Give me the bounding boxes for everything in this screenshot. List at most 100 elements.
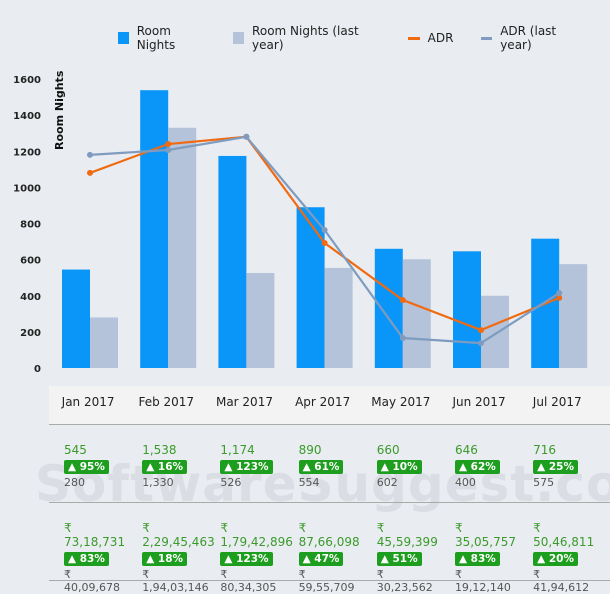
metric-cell: ₹ 87,66,098 ▲ 47% ₹ 59,55,709 <box>284 503 362 594</box>
bar[interactable] <box>324 267 353 368</box>
change-percent: 123% <box>236 553 269 565</box>
up-arrow-icon: ▲ <box>302 553 311 565</box>
legend-item[interactable]: ADR <box>407 24 453 52</box>
metric-cell: 660 ▲ 10% 602 <box>362 425 440 502</box>
data-table: Jan 2017 Feb 2017 Mar 2017 Apr 2017 May 2017… <box>49 386 610 594</box>
change-badge: ▲ 95% <box>64 460 109 474</box>
change-badge: ▲ 123% <box>220 460 273 474</box>
change-percent: 25% <box>548 461 574 473</box>
up-arrow-icon: ▲ <box>224 461 233 473</box>
previous-value: ₹ 40,09,678 <box>64 568 120 594</box>
previous-value: ₹ 80,34,305 <box>220 568 277 594</box>
bar[interactable] <box>140 90 169 368</box>
metric-cell: 890 ▲ 61% 554 <box>284 425 362 502</box>
month-header: May 2017 <box>371 395 431 409</box>
up-arrow-icon: ▲ <box>537 553 546 565</box>
bar[interactable] <box>246 272 275 368</box>
change-badge: ▲ 83% <box>64 552 109 566</box>
previous-value: ₹ 59,55,709 <box>298 568 355 594</box>
up-arrow-icon: ▲ <box>380 461 389 473</box>
line-point[interactable] <box>321 240 328 247</box>
change-percent: 47% <box>314 553 340 565</box>
line-point[interactable] <box>165 146 172 153</box>
bar[interactable] <box>168 127 197 368</box>
chart: 0 200 400 600 800 1000 1200 1400 1600 Room Nights <box>13 70 588 375</box>
current-value: 1,174 <box>220 443 255 457</box>
line-point[interactable] <box>165 141 172 148</box>
month-header: Jan 2017 <box>61 395 115 409</box>
change-badge: ▲ 20% <box>533 552 578 566</box>
metric-cell: ₹ 50,46,811 ▲ 20% ₹ 41,94,612 <box>518 503 596 594</box>
y-tick-label: 400 <box>20 292 41 303</box>
previous-value: 554 <box>298 476 320 489</box>
line-point[interactable] <box>87 169 93 176</box>
month-header: Jul 2017 <box>532 395 582 409</box>
change-percent: 83% <box>470 553 496 565</box>
bar[interactable] <box>90 317 118 368</box>
line-point[interactable] <box>243 133 250 140</box>
current-value: ₹ 35,05,757 <box>454 521 517 549</box>
bar[interactable] <box>402 259 431 368</box>
current-value: 545 <box>64 443 87 457</box>
change-percent: 83% <box>79 553 105 565</box>
change-percent: 123% <box>236 461 269 473</box>
line-point[interactable] <box>399 297 406 304</box>
room-nights-row: 545 ▲ 95% 280 1,538 ▲ 16% 1,330 1,174 ▲ 123% 526… <box>49 425 610 503</box>
change-badge: ▲ 62% <box>454 460 500 474</box>
change-badge: ▲ 83% <box>454 552 500 566</box>
y-tick-label: 600 <box>20 256 41 267</box>
up-arrow-icon: ▲ <box>68 461 77 473</box>
y-tick-label: 1200 <box>13 147 41 158</box>
bar[interactable] <box>559 264 588 368</box>
legend-label: Room Nights (last year) <box>252 24 359 52</box>
change-badge: ▲ 10% <box>376 460 422 474</box>
change-percent: 10% <box>392 461 418 473</box>
line-point[interactable] <box>399 335 406 342</box>
line-point[interactable] <box>556 290 563 297</box>
current-value: ₹ 50,46,811 <box>533 521 595 549</box>
up-arrow-icon: ▲ <box>458 461 468 473</box>
previous-value: ₹ 41,94,612 <box>533 568 590 594</box>
previous-value: ₹ 30,23,562 <box>376 568 433 594</box>
up-arrow-icon: ▲ <box>146 553 155 565</box>
line-point[interactable] <box>321 227 328 234</box>
month-header: Feb 2017 <box>138 395 195 409</box>
metric-cell: 1,174 ▲ 123% 526 <box>205 425 283 502</box>
legend-swatch <box>407 36 420 40</box>
up-arrow-icon: ▲ <box>302 461 311 473</box>
bar[interactable] <box>218 155 247 368</box>
bar[interactable] <box>453 251 481 368</box>
current-value: ₹ 1,79,42,896 <box>220 521 293 549</box>
line-point[interactable] <box>556 294 563 301</box>
up-arrow-icon: ▲ <box>537 461 546 473</box>
month-header: Apr 2017 <box>295 395 351 409</box>
bar[interactable] <box>62 269 90 368</box>
up-arrow-icon: ▲ <box>458 553 468 565</box>
current-value: ₹ 2,29,45,463 <box>142 521 215 549</box>
legend-item[interactable]: Room Nights (last year) <box>233 24 379 52</box>
bar[interactable] <box>374 248 403 368</box>
metric-cell: 716 ▲ 25% 575 <box>518 425 596 502</box>
previous-value: 1,330 <box>142 476 174 489</box>
revenue-row: ₹ 73,18,731 ▲ 83% ₹ 40,09,678 ₹ 2,29,45,463… <box>49 503 610 594</box>
previous-value: 280 <box>64 476 85 489</box>
change-badge: ▲ 47% <box>298 552 344 566</box>
up-arrow-icon: ▲ <box>68 553 77 565</box>
line-point[interactable] <box>478 327 484 334</box>
line-point[interactable] <box>87 151 93 158</box>
bar[interactable] <box>296 207 325 368</box>
up-arrow-icon: ▲ <box>380 553 389 565</box>
bar[interactable] <box>481 295 509 368</box>
legend-swatch <box>481 36 493 40</box>
previous-value: 400 <box>454 476 476 489</box>
previous-value: ₹ 19,12,140 <box>454 568 511 594</box>
legend-item[interactable]: ADR (last year) <box>481 24 582 52</box>
change-percent: 62% <box>470 461 496 473</box>
up-arrow-icon: ▲ <box>146 461 155 473</box>
y-tick-label: 1000 <box>13 183 41 194</box>
month-header-row: Jan 2017 Feb 2017 Mar 2017 Apr 2017 May 2017… <box>49 386 610 425</box>
legend: Room Nights Room Nights (last year) ADR ADR… <box>118 24 610 52</box>
legend-item[interactable]: Room Nights <box>118 24 205 52</box>
line-point[interactable] <box>478 340 484 347</box>
metric-cell: ₹ 1,79,42,896 ▲ 123% ₹ 80,34,305 <box>205 503 293 594</box>
